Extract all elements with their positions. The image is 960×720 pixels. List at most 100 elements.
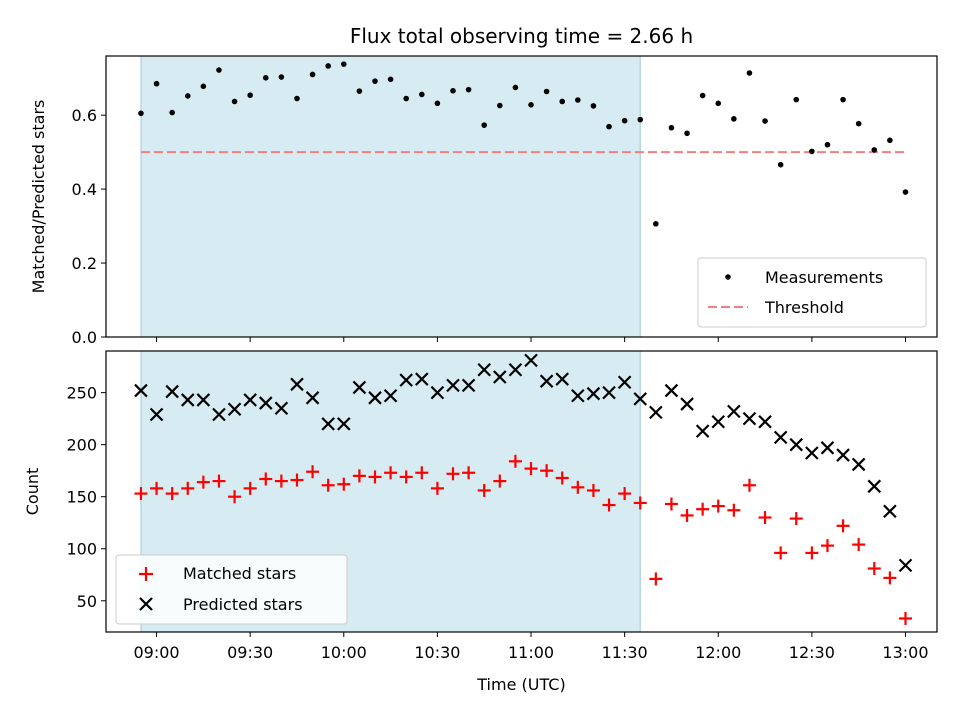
predicted-star-point bbox=[695, 424, 710, 438]
bottom-ytick-label: 250 bbox=[66, 384, 97, 403]
predicted-star-point bbox=[477, 362, 491, 377]
legend-predicted-marker bbox=[139, 597, 153, 611]
predicted-star-point bbox=[258, 396, 273, 410]
top-legend: Measurements Threshold bbox=[697, 257, 927, 328]
predicted-star-point bbox=[383, 388, 398, 403]
measurement-point bbox=[777, 161, 784, 168]
matched-star-point bbox=[524, 462, 538, 476]
bottom-ytick-label: 100 bbox=[66, 540, 97, 559]
matched-star-point bbox=[181, 481, 195, 495]
bottom-legend-box bbox=[115, 554, 348, 625]
measurement-point bbox=[512, 84, 519, 91]
predicted-star-point bbox=[227, 402, 242, 417]
matched-star-point bbox=[274, 474, 288, 488]
matched-stars-series bbox=[134, 454, 912, 625]
measurement-point bbox=[262, 75, 269, 81]
measurement-point bbox=[169, 109, 175, 116]
legend-measurements-marker bbox=[725, 274, 731, 280]
bottom-y-ticks: 50 100 150 200 250 bbox=[66, 384, 106, 611]
predicted-star-point bbox=[212, 407, 226, 422]
predicted-star-point bbox=[773, 430, 788, 445]
predicted-star-point bbox=[898, 558, 913, 573]
measurement-point bbox=[668, 124, 675, 131]
measurement-point bbox=[418, 91, 425, 98]
measurement-point bbox=[746, 70, 753, 76]
measurement-point bbox=[481, 122, 488, 128]
matched-star-point bbox=[165, 487, 179, 501]
predicted-star-point bbox=[649, 405, 663, 420]
predicted-star-point bbox=[305, 391, 320, 405]
measurements-series bbox=[138, 61, 909, 227]
measurement-point bbox=[153, 80, 160, 87]
measurement-point bbox=[200, 83, 207, 90]
matched-star-point bbox=[898, 611, 912, 625]
measurement-point bbox=[309, 71, 316, 78]
measurement-point bbox=[278, 74, 285, 80]
predicted-star-point bbox=[368, 391, 382, 405]
top-ytick-label: 0.6 bbox=[72, 106, 97, 125]
xtick-label: 09:00 bbox=[133, 643, 179, 662]
measurement-point bbox=[809, 148, 815, 155]
chart-title: Flux total observing time = 2.66 h bbox=[350, 24, 693, 48]
measurement-point bbox=[855, 120, 862, 127]
xtick-label: 11:00 bbox=[508, 643, 554, 662]
top-y-ticks: 0.0 0.2 0.4 0.6 bbox=[72, 106, 106, 347]
measurement-point bbox=[434, 100, 441, 107]
matched-star-point bbox=[368, 470, 382, 484]
matched-star-point bbox=[540, 464, 554, 478]
matched-star-point bbox=[852, 538, 866, 552]
top-y-axis-label: Matched/Predicted stars bbox=[29, 100, 48, 294]
predicted-star-point bbox=[461, 378, 476, 393]
bottom-x-ticks: 09:00 09:30 10:00 10:30 11:00 11:30 12:00 12:30… bbox=[133, 632, 929, 662]
measurement-point bbox=[637, 116, 644, 123]
matched-star-point bbox=[618, 487, 632, 501]
legend-matched-marker bbox=[139, 567, 153, 581]
top-panel: 0.0 0.2 0.4 0.6 Flux total observing time =… bbox=[29, 24, 938, 347]
bottom-ytick-label: 200 bbox=[66, 436, 97, 455]
measurement-point bbox=[653, 221, 659, 227]
bottom-ytick-label: 150 bbox=[66, 488, 97, 507]
predicted-star-point bbox=[243, 393, 257, 407]
measurement-point bbox=[138, 110, 144, 117]
predicted-star-point bbox=[555, 372, 570, 386]
predicted-star-point bbox=[321, 417, 335, 431]
measurement-point bbox=[465, 86, 472, 93]
predicted-stars-series bbox=[134, 353, 913, 573]
xtick-label: 11:30 bbox=[602, 643, 648, 662]
legend-measurements-label: Measurements bbox=[765, 268, 883, 287]
predicted-star-point bbox=[539, 374, 554, 388]
measurement-point bbox=[231, 98, 238, 105]
predicted-star-point bbox=[742, 411, 757, 426]
measurement-point bbox=[606, 123, 612, 130]
measurement-point bbox=[403, 95, 409, 102]
predicted-star-point bbox=[446, 378, 460, 393]
xtick-label: 10:30 bbox=[414, 643, 460, 662]
predicted-star-point bbox=[711, 414, 726, 429]
predicted-star-point bbox=[399, 373, 413, 387]
bottom-ytick-label: 50 bbox=[77, 592, 97, 611]
predicted-star-point bbox=[149, 407, 164, 422]
predicted-star-point bbox=[789, 437, 804, 452]
top-highlight-span bbox=[140, 55, 641, 338]
measurement-point bbox=[590, 103, 597, 109]
matched-star-point bbox=[508, 454, 522, 468]
matched-star-point bbox=[571, 480, 585, 494]
matched-star-point bbox=[696, 502, 710, 516]
matched-star-point bbox=[430, 481, 444, 495]
predicted-star-point bbox=[758, 414, 772, 429]
predicted-star-point bbox=[727, 404, 741, 419]
x-axis-label: Time (UTC) bbox=[476, 675, 565, 694]
predicted-star-point bbox=[165, 384, 179, 399]
matched-star-point bbox=[649, 572, 663, 586]
matched-star-point bbox=[680, 508, 694, 522]
predicted-star-point bbox=[180, 393, 195, 407]
matched-star-point bbox=[446, 467, 460, 481]
predicted-star-point bbox=[524, 353, 538, 368]
measurement-point bbox=[887, 137, 893, 144]
measurement-point bbox=[340, 61, 347, 67]
matched-star-point bbox=[134, 487, 148, 501]
matched-star-point bbox=[399, 470, 413, 484]
measurement-point bbox=[575, 97, 581, 103]
matched-star-point bbox=[727, 503, 741, 517]
top-ytick-label: 0.2 bbox=[72, 254, 97, 273]
